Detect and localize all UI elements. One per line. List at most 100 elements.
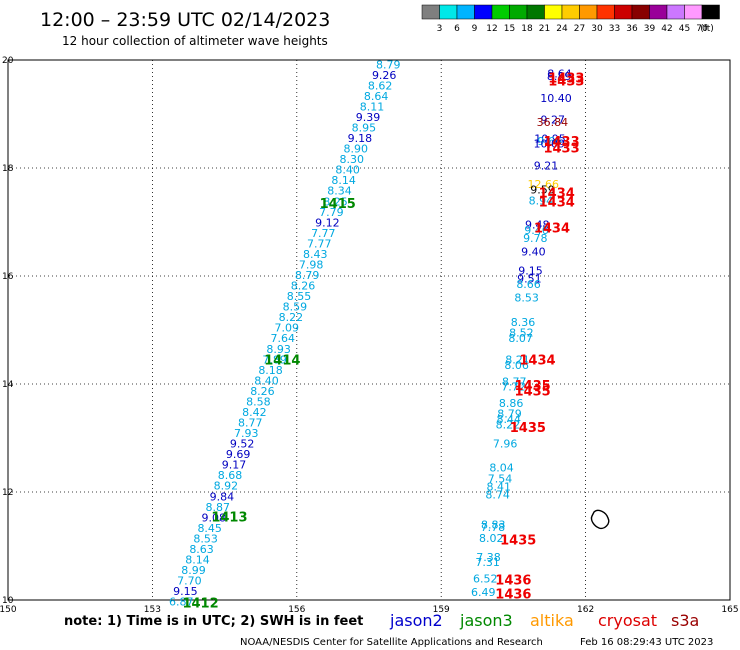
pass-time-label: 1414 [264, 354, 300, 369]
swh-value-track-a: 8.34 [327, 185, 352, 198]
swh-value-track-a: 9.12 [315, 216, 340, 229]
colorbar-label: 42 [661, 24, 672, 34]
footer-credit: NOAA/NESDIS Center for Satellite Applica… [240, 637, 543, 648]
swh-value-track-a: 8.42 [242, 406, 267, 419]
swh-value-track-b: 36.84 [537, 116, 569, 129]
swh-value-track-b: 7.31 [475, 556, 500, 569]
colorbar-label: 24 [556, 24, 568, 34]
swh-value-track-a: 7.77 [311, 227, 336, 240]
swh-value-track-b: 9.40 [521, 246, 546, 259]
colorbar-swatch [701, 4, 720, 20]
colorbar-swatch [579, 4, 598, 20]
y-tick-label: 10 [2, 596, 14, 606]
x-tick-label: 150 [0, 605, 17, 615]
swh-value-track-a: 8.99 [181, 564, 206, 577]
swh-value-track-b: 8.07 [508, 332, 533, 345]
colorbar-label: 70 [696, 24, 708, 34]
swh-value-track-b: 7.38 [476, 551, 501, 564]
swh-value-track-b: 9.15 [518, 265, 543, 278]
swh-value-track-b: 12.66 [528, 178, 560, 191]
swh-value-track-b: 8.89 [547, 70, 572, 83]
x-tick-label: 156 [288, 605, 305, 615]
footer-timestamp: Feb 16 08:29:43 UTC 2023 [580, 637, 713, 648]
colorbar-unit: (ft) [700, 24, 714, 34]
swh-value-track-b: 8.44 [496, 413, 521, 426]
swh-value-track-b: 7.72 [501, 381, 526, 394]
swh-value-track-b: 9.78 [523, 232, 548, 245]
island-outline [590, 509, 610, 530]
colorbar-label: 39 [644, 24, 656, 34]
swh-value-track-a: 8.77 [238, 417, 263, 430]
y-tick-label: 18 [2, 164, 14, 174]
swh-value-track-a: 7.89 [262, 353, 287, 366]
colorbar-swatch [544, 4, 563, 20]
colorbar-swatch [509, 4, 528, 20]
swh-value-track-a: 8.55 [287, 290, 312, 303]
swh-value-track-b: 8.21 [505, 354, 530, 367]
swh-value-track-a: 9.84 [210, 490, 235, 503]
pass-time-label: 1436 [495, 573, 531, 588]
satellite-legend-altika: altika [530, 611, 574, 630]
pass-time-label: 1436 [495, 588, 531, 603]
pass-time-label: 1435 [500, 534, 536, 549]
swh-value-track-a: 8.58 [246, 395, 271, 408]
swh-value-track-b: 8.36 [511, 316, 536, 329]
colorbar-label: 12 [486, 24, 497, 34]
satellite-legend-jason2: jason2 [389, 611, 443, 630]
swh-value-track-a: 8.87 [206, 501, 231, 514]
pass-time-label: 1435 [510, 421, 546, 436]
x-tick-label: 153 [144, 605, 161, 615]
pass-time-label: 1435 [515, 379, 551, 394]
swh-value-track-a: 7.79 [319, 206, 344, 219]
colorbar-swatch [561, 4, 580, 20]
swh-value-track-a: 8.93 [266, 343, 291, 356]
swh-value-track-b: 8.02 [479, 532, 504, 545]
swh-value-track-a: 9.18 [348, 132, 373, 145]
pass-time-label: 1413 [211, 510, 247, 525]
swh-value-track-a: 8.18 [258, 364, 283, 377]
colorbar-swatch [684, 4, 703, 20]
swh-value-track-b: 9.51 [517, 273, 542, 286]
swh-value-track-a: 7.93 [234, 427, 259, 440]
y-tick-label: 12 [2, 488, 13, 498]
swh-value-track-a: 8.22 [279, 311, 304, 324]
swh-value-track-b: 8.04 [489, 462, 514, 475]
swh-value-track-b: 9.27 [541, 113, 566, 126]
swh-value-track-b: 7.54 [488, 473, 513, 486]
colorbar-label: 45 [679, 24, 690, 34]
pass-time-label: 1415 [320, 197, 356, 212]
swh-value-track-a: 9.26 [372, 69, 397, 82]
colorbar-label: 30 [591, 24, 603, 34]
swh-value-track-a: 8.92 [214, 480, 239, 493]
swh-value-track-b: 9.66 [537, 135, 562, 148]
satellite-legend-s3a: s3a [671, 611, 699, 630]
swh-value-track-b: 8.53 [514, 292, 539, 305]
pass-time-label: 1434 [519, 354, 555, 369]
swh-value-track-b: 8.79 [497, 408, 522, 421]
colorbar-label: 21 [539, 24, 550, 34]
swh-value-track-b: 8.52 [509, 327, 534, 340]
swh-value-track-b: 7.96 [493, 437, 518, 450]
colorbar-label: 36 [626, 24, 638, 34]
swh-value-track-a: 7.70 [177, 575, 202, 588]
swh-value-track-a: 9.15 [173, 585, 198, 598]
pass-time-label: 1433 [548, 75, 584, 90]
colorbar-label: 15 [504, 24, 515, 34]
x-tick-label: 162 [577, 605, 594, 615]
colorbar-swatch [649, 4, 668, 20]
swh-value-track-a: 8.63 [189, 543, 214, 556]
pass-time-label: 1433 [543, 135, 579, 150]
swh-value-track-a: 8.26 [291, 280, 316, 293]
colorbar-label: 27 [574, 24, 585, 34]
colorbar-swatch [421, 4, 440, 20]
x-tick-label: 159 [433, 605, 450, 615]
pass-time-label: 1435 [515, 384, 551, 399]
swh-value-track-a: 8.14 [331, 174, 356, 187]
swh-value-track-b: 8.22 [496, 419, 521, 432]
swh-value-track-a: 8.25 [323, 195, 348, 208]
swh-value-track-a: 9.52 [230, 438, 255, 451]
swh-value-track-a: 8.14 [185, 553, 210, 566]
swh-value-track-b: 8.66 [516, 278, 541, 291]
swh-value-track-b: 6.49 [471, 586, 496, 599]
